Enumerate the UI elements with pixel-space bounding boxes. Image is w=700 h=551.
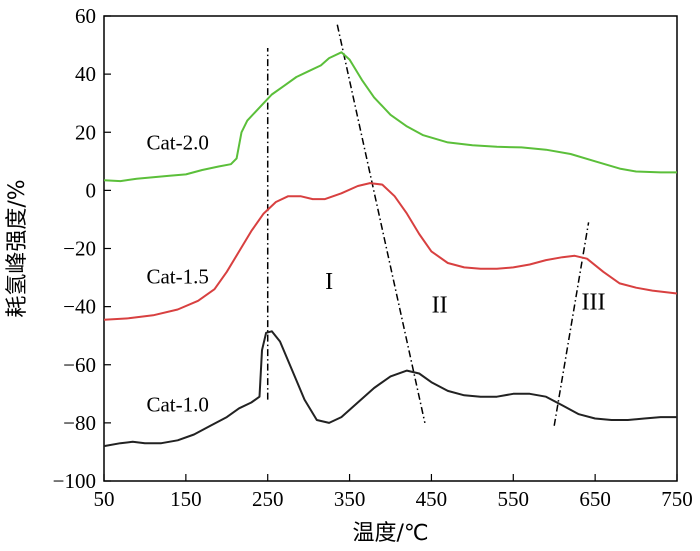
guide-line [336, 24, 426, 424]
y-tick-label: 40 [75, 62, 96, 86]
series-label: Cat-1.5 [146, 264, 208, 288]
series-line-cat-2-0 [103, 51, 677, 183]
series-line-cat-1-0 [103, 330, 677, 448]
series-line-cat-1-5 [103, 182, 678, 321]
x-tick-label: 750 [661, 487, 693, 511]
guide-lines [266, 24, 590, 426]
y-tick-label: −40 [63, 295, 96, 319]
y-tick-label: −100 [53, 469, 96, 493]
y-tick-label: −20 [63, 237, 96, 261]
y-tick-label: 20 [75, 120, 96, 144]
x-tick-label: 50 [94, 487, 115, 511]
y-tick-label: 60 [75, 4, 96, 28]
series-lines [103, 51, 678, 448]
x-tick-label: 150 [170, 487, 202, 511]
x-tick-label: 350 [334, 487, 366, 511]
x-tick-label: 450 [416, 487, 448, 511]
series-label: Cat-2.0 [146, 131, 208, 155]
x-tick-label: 550 [498, 487, 530, 511]
x-tick-label: 250 [252, 487, 284, 511]
guide-line [553, 222, 590, 426]
x-tick-label: 650 [579, 487, 611, 511]
tick-marks: 50 150 250 350 450 550 650 750 −100 −80 −60 −40 −20 0… [53, 4, 693, 511]
region-label: I [325, 269, 333, 295]
series-label: Cat-1.0 [146, 392, 208, 416]
region-label: III [582, 290, 606, 316]
y-axis-title: 耗氢峰强度/% [5, 179, 30, 317]
x-axis-title: 温度/℃ [352, 521, 428, 546]
y-tick-label: −80 [63, 411, 96, 435]
region-label: II [432, 292, 448, 318]
y-tick-label: 0 [86, 178, 97, 202]
y-tick-label: −60 [63, 353, 96, 377]
